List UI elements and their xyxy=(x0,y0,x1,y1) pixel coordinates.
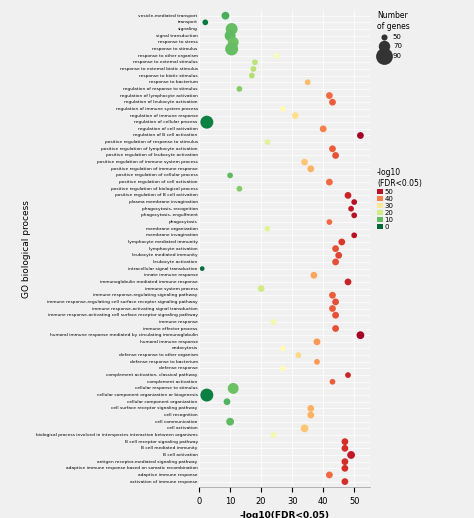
Point xyxy=(228,25,236,33)
Point xyxy=(301,424,309,433)
Point xyxy=(248,71,255,80)
Point xyxy=(326,178,333,186)
Point xyxy=(307,404,315,412)
Point xyxy=(344,278,352,286)
Point xyxy=(341,464,349,472)
Point xyxy=(226,32,234,40)
Point xyxy=(226,171,234,180)
Point xyxy=(332,324,339,333)
Point xyxy=(344,371,352,379)
Point xyxy=(294,351,302,359)
Point xyxy=(341,478,349,486)
Point xyxy=(328,291,336,299)
Point xyxy=(338,238,346,246)
Point xyxy=(223,398,231,406)
Point xyxy=(270,431,277,439)
Point xyxy=(332,298,339,306)
Point xyxy=(341,438,349,446)
Point xyxy=(344,191,352,199)
Point xyxy=(203,118,210,126)
Point xyxy=(229,38,237,47)
Point xyxy=(328,145,336,153)
Point xyxy=(347,205,355,213)
Point xyxy=(328,98,336,106)
Y-axis label: GO biological process: GO biological process xyxy=(21,200,30,297)
Point xyxy=(264,138,271,146)
Point xyxy=(201,18,209,26)
Point xyxy=(332,311,339,319)
Point xyxy=(335,251,343,260)
Point xyxy=(273,51,281,60)
Point xyxy=(356,132,364,140)
Point xyxy=(307,411,315,419)
Point xyxy=(328,378,336,386)
Point xyxy=(301,158,309,166)
Point xyxy=(341,444,349,452)
Point xyxy=(319,125,327,133)
Point xyxy=(236,85,243,93)
Point xyxy=(304,78,311,87)
Legend: 50, 40, 30, 20, 10, 0: 50, 40, 30, 20, 10, 0 xyxy=(375,166,424,232)
Point xyxy=(328,305,336,313)
Point xyxy=(350,231,358,239)
Point xyxy=(236,184,243,193)
Point xyxy=(313,357,321,366)
Point xyxy=(341,457,349,466)
Point xyxy=(257,284,265,293)
Point xyxy=(229,384,237,393)
Point xyxy=(356,331,364,339)
Point xyxy=(279,364,287,372)
Point xyxy=(307,165,315,173)
Point xyxy=(326,471,333,479)
Point xyxy=(332,244,339,253)
Point xyxy=(251,58,259,66)
Point xyxy=(222,11,229,20)
Point xyxy=(347,451,355,459)
Point xyxy=(332,151,339,160)
Point xyxy=(270,318,277,326)
Point xyxy=(326,91,333,99)
Point xyxy=(350,198,358,206)
Point xyxy=(199,265,206,273)
Point xyxy=(332,258,339,266)
Point xyxy=(279,344,287,353)
Point xyxy=(310,271,318,279)
Point xyxy=(203,391,210,399)
Point xyxy=(326,218,333,226)
Point xyxy=(350,211,358,220)
X-axis label: -log10(FDR<0.05): -log10(FDR<0.05) xyxy=(239,511,329,518)
Point xyxy=(279,105,287,113)
Point xyxy=(228,45,236,53)
Point xyxy=(250,65,257,73)
Point xyxy=(292,111,299,120)
Point xyxy=(313,338,321,346)
Point xyxy=(226,418,234,426)
Point xyxy=(264,224,271,233)
